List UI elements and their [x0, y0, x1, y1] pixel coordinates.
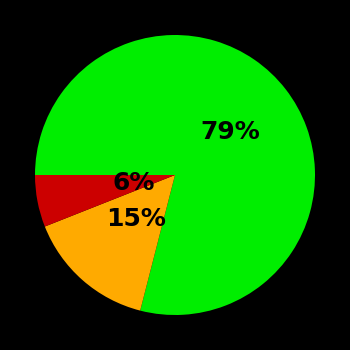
Text: 15%: 15% — [106, 207, 166, 231]
Wedge shape — [35, 35, 315, 315]
Text: 79%: 79% — [201, 120, 260, 144]
Wedge shape — [35, 175, 175, 226]
Text: 6%: 6% — [113, 171, 155, 195]
Wedge shape — [45, 175, 175, 310]
